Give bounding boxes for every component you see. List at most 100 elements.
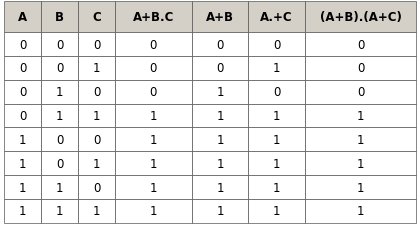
Text: 0: 0 xyxy=(93,133,100,146)
Bar xyxy=(41,2,78,33)
Text: 1: 1 xyxy=(56,205,63,217)
Bar xyxy=(4,57,41,81)
Bar xyxy=(41,152,78,175)
Bar xyxy=(4,104,41,128)
Bar xyxy=(78,2,115,33)
Text: 1: 1 xyxy=(150,205,157,217)
Bar xyxy=(192,199,248,223)
Text: 1: 1 xyxy=(93,157,100,170)
Text: A: A xyxy=(18,11,27,24)
Bar xyxy=(305,33,416,57)
Bar xyxy=(248,57,305,81)
Bar xyxy=(41,33,78,57)
Text: 1: 1 xyxy=(150,157,157,170)
Bar xyxy=(115,104,192,128)
Text: 0: 0 xyxy=(19,110,26,123)
Bar xyxy=(248,104,305,128)
Text: 1: 1 xyxy=(93,110,100,123)
Bar xyxy=(305,199,416,223)
Bar xyxy=(41,104,78,128)
Bar xyxy=(4,33,41,57)
Bar xyxy=(248,33,305,57)
Bar xyxy=(78,81,115,104)
Bar xyxy=(78,175,115,199)
Text: 1: 1 xyxy=(357,205,364,217)
Text: 1: 1 xyxy=(216,133,224,146)
Text: 1: 1 xyxy=(216,205,224,217)
Bar xyxy=(305,2,416,33)
Text: 0: 0 xyxy=(56,157,63,170)
Bar xyxy=(305,128,416,152)
Bar xyxy=(305,2,416,33)
Text: C: C xyxy=(92,11,101,24)
Text: 0: 0 xyxy=(93,181,100,194)
Bar xyxy=(115,128,192,152)
Text: 0: 0 xyxy=(150,38,157,51)
Text: 1: 1 xyxy=(216,181,224,194)
Bar xyxy=(192,81,248,104)
Bar xyxy=(78,57,115,81)
Text: 0: 0 xyxy=(273,38,281,51)
Bar xyxy=(248,2,305,33)
Text: A.+C: A.+C xyxy=(260,11,293,24)
Bar xyxy=(248,175,305,199)
Text: 1: 1 xyxy=(273,110,281,123)
Bar xyxy=(192,175,248,199)
Bar xyxy=(115,33,192,57)
Text: A+B: A+B xyxy=(206,11,234,24)
Bar xyxy=(41,57,78,81)
Text: 1: 1 xyxy=(216,86,224,99)
Text: 0: 0 xyxy=(56,62,63,75)
Text: 0: 0 xyxy=(56,38,63,51)
Text: (A+B).(A+C): (A+B).(A+C) xyxy=(320,11,402,24)
Bar xyxy=(4,2,41,33)
Bar xyxy=(248,2,305,33)
Bar xyxy=(115,2,192,33)
Text: 1: 1 xyxy=(19,205,26,217)
Text: 0: 0 xyxy=(56,133,63,146)
Bar xyxy=(305,81,416,104)
Bar xyxy=(41,2,78,33)
Bar xyxy=(305,175,416,199)
Bar xyxy=(78,33,115,57)
Bar xyxy=(78,199,115,223)
Text: 1: 1 xyxy=(93,205,100,217)
Text: 1: 1 xyxy=(150,181,157,194)
Bar xyxy=(192,152,248,175)
Bar xyxy=(78,152,115,175)
Text: 1: 1 xyxy=(216,110,224,123)
Text: 1: 1 xyxy=(56,110,63,123)
Text: 1: 1 xyxy=(357,133,364,146)
Text: 1: 1 xyxy=(56,181,63,194)
Bar xyxy=(78,2,115,33)
Bar xyxy=(305,152,416,175)
Text: 0: 0 xyxy=(273,86,281,99)
Text: 0: 0 xyxy=(93,86,100,99)
Text: 1: 1 xyxy=(357,110,364,123)
Text: 0: 0 xyxy=(19,86,26,99)
Text: 0: 0 xyxy=(93,38,100,51)
Text: 1: 1 xyxy=(56,86,63,99)
Bar xyxy=(4,81,41,104)
Text: 1: 1 xyxy=(273,157,281,170)
Text: 1: 1 xyxy=(273,181,281,194)
Text: 0: 0 xyxy=(216,38,223,51)
Bar xyxy=(305,57,416,81)
Text: A+B.C: A+B.C xyxy=(133,11,174,24)
Text: 0: 0 xyxy=(19,62,26,75)
Bar xyxy=(4,175,41,199)
Text: 1: 1 xyxy=(19,133,26,146)
Bar xyxy=(78,128,115,152)
Bar xyxy=(192,2,248,33)
Text: 1: 1 xyxy=(150,110,157,123)
Bar xyxy=(115,81,192,104)
Text: 1: 1 xyxy=(273,133,281,146)
Bar xyxy=(4,199,41,223)
Bar xyxy=(41,128,78,152)
Bar xyxy=(41,81,78,104)
Text: 0: 0 xyxy=(357,86,364,99)
Bar xyxy=(115,152,192,175)
Bar xyxy=(248,199,305,223)
Bar xyxy=(248,152,305,175)
Text: 0: 0 xyxy=(19,38,26,51)
